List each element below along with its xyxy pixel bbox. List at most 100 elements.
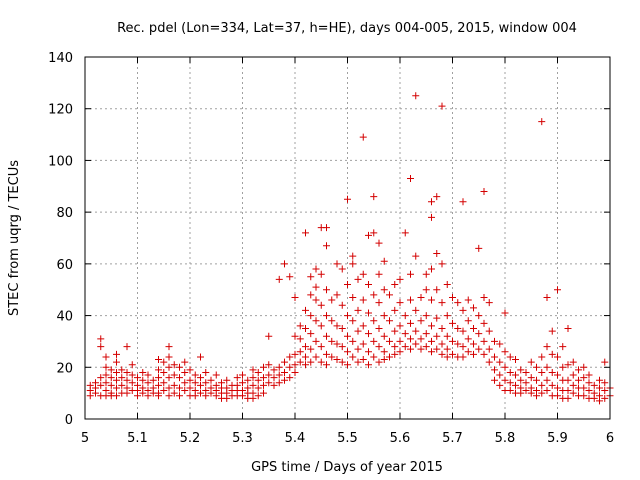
data-point — [181, 387, 189, 395]
data-point — [559, 343, 567, 351]
data-point — [475, 244, 483, 252]
data-point — [275, 379, 283, 387]
data-point — [160, 358, 168, 366]
data-point — [522, 379, 530, 387]
data-point — [391, 281, 399, 289]
y-tick-label: 40 — [56, 310, 73, 325]
data-point — [543, 293, 551, 301]
data-point — [344, 332, 351, 340]
data-point — [359, 133, 367, 141]
data-point — [501, 376, 509, 384]
data-point — [396, 275, 404, 283]
data-point — [333, 340, 341, 348]
data-point — [202, 392, 210, 400]
data-point — [433, 286, 441, 294]
data-point — [412, 327, 420, 335]
data-point — [512, 381, 519, 389]
data-point — [475, 312, 483, 320]
data-point — [370, 317, 378, 325]
data-point — [491, 353, 498, 361]
data-point — [554, 392, 561, 400]
data-point — [580, 363, 588, 371]
data-point — [590, 394, 598, 402]
data-point — [260, 389, 267, 397]
data-point — [349, 293, 357, 301]
data-point — [417, 345, 425, 353]
data-point — [585, 371, 593, 379]
data-point — [270, 366, 278, 374]
data-point — [160, 387, 168, 395]
data-point — [370, 291, 378, 299]
data-point — [128, 379, 136, 387]
data-point — [428, 296, 435, 304]
data-point — [170, 389, 178, 397]
data-point — [176, 392, 183, 400]
grid-layer — [85, 57, 610, 419]
data-point — [433, 332, 441, 340]
data-point — [333, 356, 341, 364]
data-point — [386, 337, 393, 345]
data-point — [491, 337, 498, 345]
data-point — [344, 195, 351, 203]
data-point — [475, 345, 483, 353]
data-point — [302, 325, 309, 332]
data-point — [286, 363, 294, 371]
data-point — [417, 335, 425, 343]
data-point — [564, 387, 572, 395]
data-point — [401, 330, 409, 338]
data-point — [375, 239, 383, 247]
data-point — [375, 270, 383, 278]
data-point — [596, 397, 603, 405]
data-point — [113, 384, 120, 392]
data-point — [564, 376, 572, 384]
data-point — [601, 387, 609, 395]
data-point — [170, 361, 178, 369]
data-point — [407, 319, 414, 327]
x-tick-label: 5.1 — [127, 431, 148, 446]
data-point — [317, 358, 325, 366]
data-point — [359, 340, 367, 348]
data-point — [380, 312, 388, 320]
data-point — [176, 363, 183, 371]
data-point — [286, 353, 294, 361]
data-point — [149, 376, 157, 384]
data-point — [265, 379, 273, 387]
data-point — [522, 368, 530, 376]
data-point — [380, 348, 388, 356]
data-point — [428, 348, 435, 356]
data-point — [139, 368, 147, 376]
y-tick-label: 80 — [56, 206, 73, 221]
data-point — [554, 286, 561, 294]
data-point — [412, 340, 420, 348]
data-point — [596, 376, 603, 384]
x-tick-label: 5.4 — [285, 431, 306, 446]
data-point — [522, 387, 530, 395]
data-point — [275, 371, 283, 379]
data-point — [128, 361, 136, 369]
x-tick-label: 5.8 — [495, 431, 516, 446]
data-point — [312, 337, 320, 345]
data-point — [212, 392, 220, 400]
data-point — [480, 187, 488, 195]
x-tick-label: 5.7 — [442, 431, 463, 446]
data-point — [501, 309, 509, 317]
data-point — [359, 322, 367, 330]
data-point — [333, 291, 341, 299]
data-point — [139, 376, 147, 384]
data-point — [412, 306, 420, 314]
data-point — [569, 371, 577, 379]
data-point — [396, 348, 404, 356]
data-point — [391, 350, 399, 358]
data-point — [207, 376, 215, 384]
data-point — [134, 374, 141, 382]
data-point — [302, 361, 309, 369]
data-point — [328, 337, 336, 345]
data-point — [155, 392, 162, 400]
data-point — [102, 363, 110, 371]
data-point — [559, 363, 567, 371]
data-point — [291, 350, 299, 358]
data-point — [307, 312, 315, 320]
data-point — [307, 330, 315, 338]
data-point — [270, 374, 278, 382]
